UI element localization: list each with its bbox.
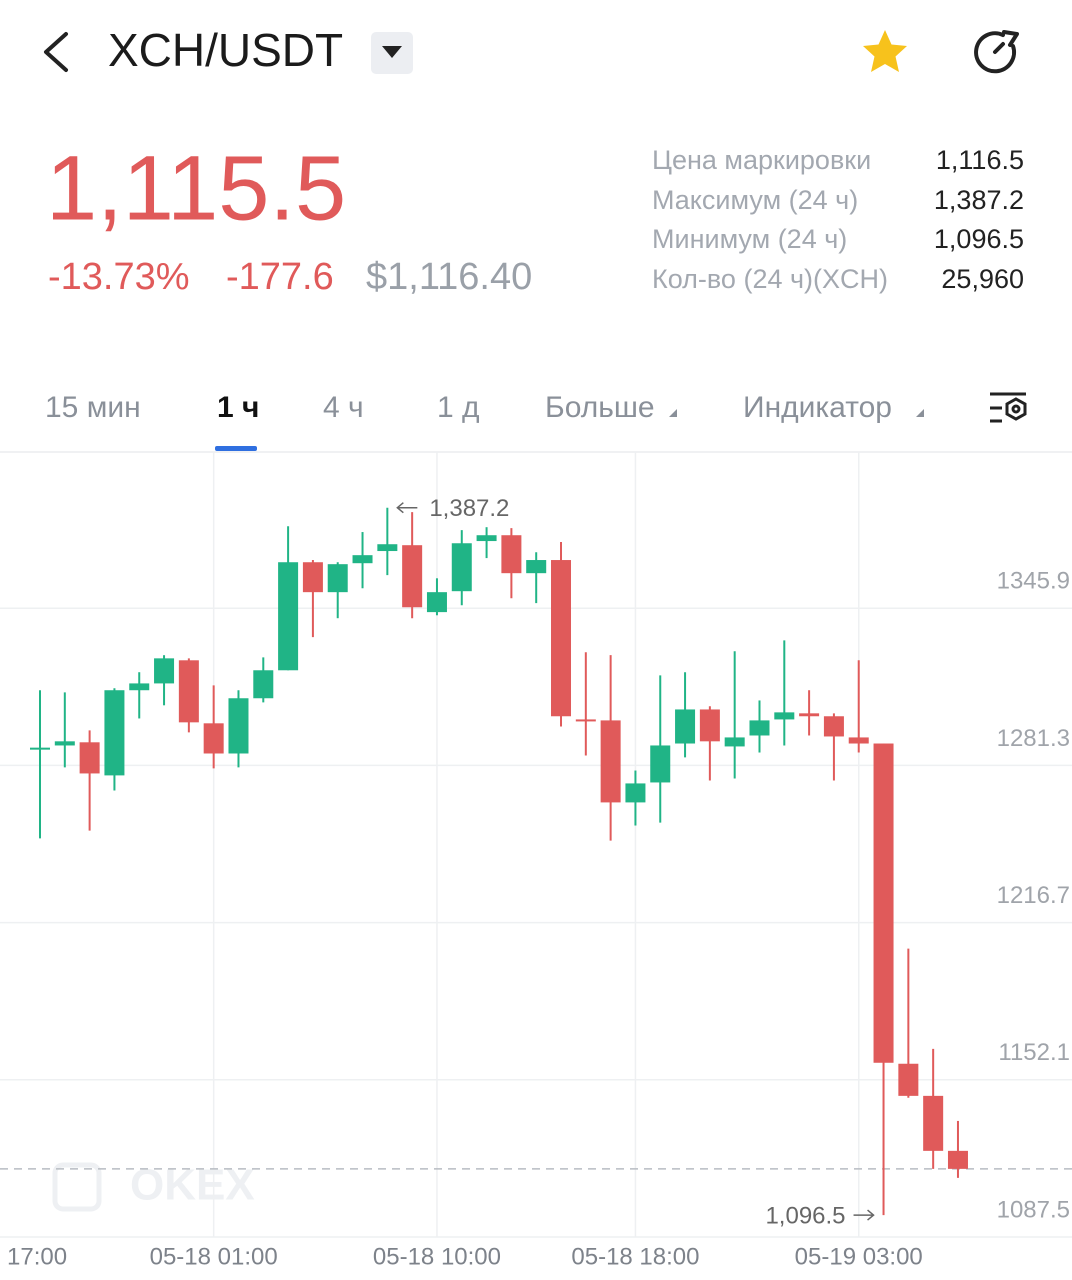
stat-label: Максимум (24 ч) (652, 185, 858, 215)
icon-dot (1011, 404, 1021, 414)
tab-caret (916, 409, 924, 417)
max-label: 1,387.2 (429, 495, 509, 522)
stat-label: Минимум (24 ч) (652, 224, 847, 254)
refresh-icon (974, 31, 1017, 74)
watermark: OKEX (130, 1161, 255, 1210)
candle-body (749, 720, 770, 736)
y-tick-label: 1281.3 (997, 725, 1070, 752)
tab[interactable]: Индикатор (743, 391, 892, 424)
candle-body (699, 709, 720, 742)
y-tick-label: 1087.5 (997, 1196, 1070, 1223)
pair-title[interactable]: XCH/USDT (108, 24, 343, 76)
stat-value: 1,116.5 (936, 145, 1024, 175)
candle-body (54, 741, 75, 746)
candle-body (30, 747, 50, 750)
candle-body (898, 1063, 919, 1096)
last-price: 1,115.5 (46, 137, 346, 239)
candle-body (253, 670, 274, 699)
candle-body (551, 560, 572, 717)
x-tick-label: 05-18 18:00 (571, 1243, 699, 1270)
candle-body (625, 783, 646, 803)
change-percent: -13.73% (48, 256, 190, 298)
x-tick-label: 17:00 (7, 1243, 67, 1270)
min-arrow (853, 1209, 875, 1221)
candle-body (377, 544, 398, 552)
candle-body (129, 683, 150, 691)
candle-body (600, 720, 621, 803)
candle-body (650, 745, 671, 783)
candle-body (402, 545, 423, 608)
tab-active[interactable]: 1 ч (217, 391, 259, 424)
y-tick-label: 1345.9 (997, 568, 1070, 595)
refresh-button[interactable] (974, 30, 1019, 74)
stat-value: 25,960 (941, 264, 1024, 294)
candle-body (327, 564, 348, 593)
tab[interactable]: 1 д (437, 391, 480, 424)
candle-body (451, 543, 472, 592)
icon-hex (1005, 397, 1027, 421)
candle-body (526, 560, 547, 574)
watermark-icon (52, 1162, 102, 1212)
candle-body (203, 723, 224, 754)
x-tick-label: 05-18 01:00 (150, 1243, 278, 1270)
dropdown-arrow (382, 46, 402, 58)
tab[interactable]: 4 ч (323, 391, 364, 424)
back-button[interactable] (44, 32, 68, 72)
y-tick-label: 1152.1 (998, 1039, 1070, 1066)
candle-body (774, 712, 795, 720)
max-arrow (396, 502, 418, 514)
candle-body (426, 592, 447, 613)
stat-label: Цена маркировки (652, 145, 871, 175)
candle-body (178, 660, 199, 723)
candle-body (476, 535, 497, 542)
stat-value: 1,096.5 (934, 224, 1024, 254)
tab[interactable]: Больше (545, 391, 655, 424)
refresh-arrow (1002, 30, 1019, 47)
candle-body (923, 1095, 944, 1151)
candle-body (104, 690, 125, 776)
candle-body (501, 535, 522, 574)
tab[interactable]: 15 мин (45, 391, 141, 424)
candle-body (575, 719, 596, 722)
chart: OKEX 1087.5 1152.1 1216.7 1281.3 1345.9 17:00 0… (0, 452, 1072, 1270)
candle-body (352, 555, 373, 564)
candle-body (823, 716, 844, 737)
candle-body (79, 742, 100, 774)
candle-body (848, 737, 869, 744)
candle-body (947, 1150, 968, 1169)
candle-body (302, 562, 323, 593)
stat-label: Кол-во (24 ч)(XCH) (652, 264, 888, 294)
usd-price: $1,116.40 (366, 256, 532, 298)
tab-caret (669, 409, 677, 417)
tab-underline (215, 446, 257, 451)
settings-button[interactable] (990, 392, 1027, 423)
candle-body (675, 709, 696, 744)
y-tick-label: 1216.7 (997, 882, 1070, 909)
x-tick-label: 05-19 03:00 (795, 1243, 923, 1270)
min-label: 1,096.5 (765, 1202, 845, 1229)
candle-body (228, 698, 249, 754)
refresh-hand (993, 42, 1005, 54)
candle-body (724, 737, 745, 747)
favorite-star[interactable] (863, 30, 907, 72)
candle-body (154, 658, 175, 684)
candle-body (873, 743, 894, 1063)
candle-body (278, 562, 299, 671)
x-tick-label: 05-18 10:00 (373, 1243, 501, 1270)
candle-body (799, 713, 820, 717)
stat-value: 1,387.2 (934, 185, 1024, 215)
change-value: -177.6 (226, 256, 334, 298)
